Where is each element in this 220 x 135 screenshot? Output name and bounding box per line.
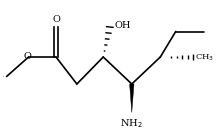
Text: O: O [24,52,31,61]
Text: O: O [52,15,60,24]
Polygon shape [130,84,134,112]
Text: CH$_3$: CH$_3$ [196,53,214,63]
Text: OH: OH [114,21,131,30]
Text: O: O [3,76,4,77]
Text: NH$_2$: NH$_2$ [120,117,143,130]
